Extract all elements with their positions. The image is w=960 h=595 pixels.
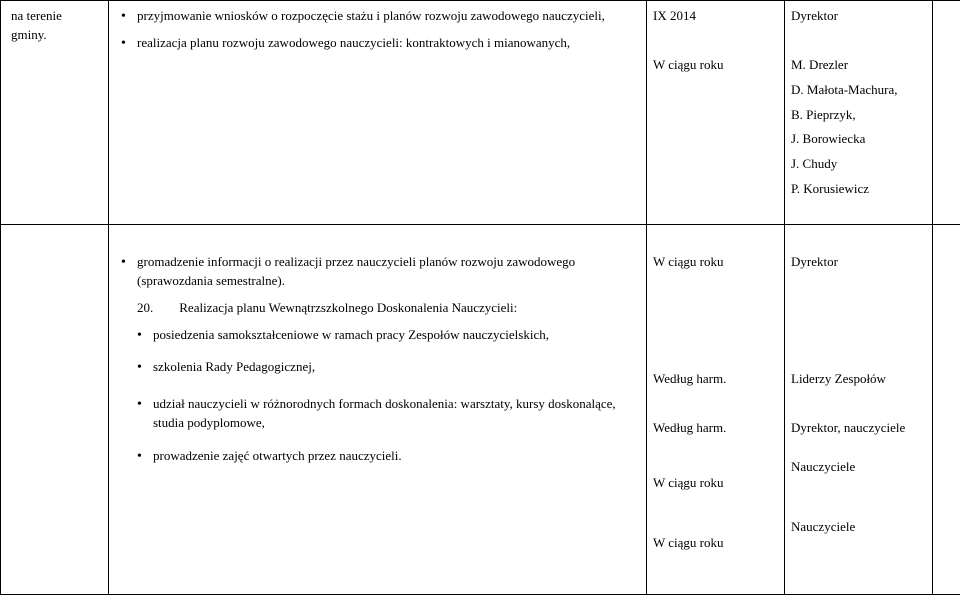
- person-text: Dyrektor, nauczyciele: [791, 419, 924, 438]
- date-text: Według harm.: [653, 370, 776, 389]
- date-text: Według harm.: [653, 419, 776, 438]
- person-text: Dyrektor: [791, 7, 924, 26]
- task-text: realizacja planu rozwoju zawodowego nauc…: [137, 35, 570, 50]
- list-item: szkolenia Rady Pedagogicznej,: [119, 358, 636, 377]
- cell-territory: na terenie gminy.: [1, 1, 109, 225]
- list-item: realizacja planu rozwoju zawodowego nauc…: [119, 34, 636, 53]
- numbered-item: 20. Realizacja planu Wewnątrzszkolnego D…: [119, 299, 636, 318]
- nested-task-list: posiedzenia samokształceniowe w ramach p…: [119, 326, 636, 466]
- cell-tasks: gromadzenie informacji o realizacji prze…: [109, 225, 647, 595]
- cell-dates: IX 2014 W ciągu roku: [647, 1, 785, 225]
- cell-empty: [1, 225, 109, 595]
- number-label: 20.: [137, 300, 153, 315]
- task-text: udział nauczycieli w różnorodnych formac…: [153, 396, 616, 430]
- task-text: szkolenia Rady Pedagogicznej,: [153, 359, 315, 374]
- main-table: na terenie gminy. przyjmowanie wniosków …: [0, 0, 960, 595]
- date-text: W ciągu roku: [653, 534, 776, 553]
- list-item: prowadzenie zajęć otwartych przez nauczy…: [119, 447, 636, 466]
- cell-tasks: przyjmowanie wniosków o rozpoczęcie staż…: [109, 1, 647, 225]
- task-text: posiedzenia samokształceniowe w ramach p…: [153, 327, 549, 342]
- task-list: gromadzenie informacji o realizacji prze…: [119, 253, 636, 291]
- task-text: przyjmowanie wniosków o rozpoczęcie staż…: [137, 8, 605, 23]
- territory-text: na terenie gminy.: [11, 8, 62, 42]
- cell-responsible: Dyrektor Liderzy Zespołów Dyrektor, nauc…: [785, 225, 933, 595]
- numbered-text: Realizacja planu Wewnątrzszkolnego Dosko…: [179, 300, 517, 315]
- date-text: W ciągu roku: [653, 56, 776, 75]
- list-item: udział nauczycieli w różnorodnych formac…: [119, 395, 636, 433]
- list-item: gromadzenie informacji o realizacji prze…: [119, 253, 636, 291]
- person-text: Nauczyciele: [791, 458, 924, 477]
- task-text: gromadzenie informacji o realizacji prze…: [137, 254, 575, 288]
- task-text: prowadzenie zajęć otwartych przez nauczy…: [153, 448, 402, 463]
- date-text: IX 2014: [653, 7, 776, 26]
- date-text: W ciągu roku: [653, 474, 776, 493]
- table-row: gromadzenie informacji o realizacji prze…: [1, 225, 960, 595]
- person-text: Liderzy Zespołów: [791, 370, 924, 389]
- cell-dates: W ciągu roku Według harm. Według harm. W…: [647, 225, 785, 595]
- person-text: B. Pieprzyk,: [791, 106, 924, 125]
- list-item: posiedzenia samokształceniowe w ramach p…: [119, 326, 636, 345]
- person-text: D. Małota-Machura,: [791, 81, 924, 100]
- person-text: Dyrektor: [791, 253, 924, 272]
- table-row: na terenie gminy. przyjmowanie wniosków …: [1, 1, 960, 225]
- cell-responsible: Dyrektor M. Drezler D. Małota-Machura, B…: [785, 1, 933, 225]
- cell-empty: [933, 1, 960, 225]
- list-item: przyjmowanie wniosków o rozpoczęcie staż…: [119, 7, 636, 26]
- person-text: P. Korusiewicz: [791, 180, 924, 199]
- document-page: na terenie gminy. przyjmowanie wniosków …: [0, 0, 960, 594]
- person-text: Nauczyciele: [791, 518, 924, 537]
- person-text: M. Drezler: [791, 56, 924, 75]
- cell-empty: [933, 225, 960, 595]
- task-list: przyjmowanie wniosków o rozpoczęcie staż…: [119, 7, 636, 53]
- date-text: W ciągu roku: [653, 253, 776, 272]
- person-text: J. Chudy: [791, 155, 924, 174]
- person-text: J. Borowiecka: [791, 130, 924, 149]
